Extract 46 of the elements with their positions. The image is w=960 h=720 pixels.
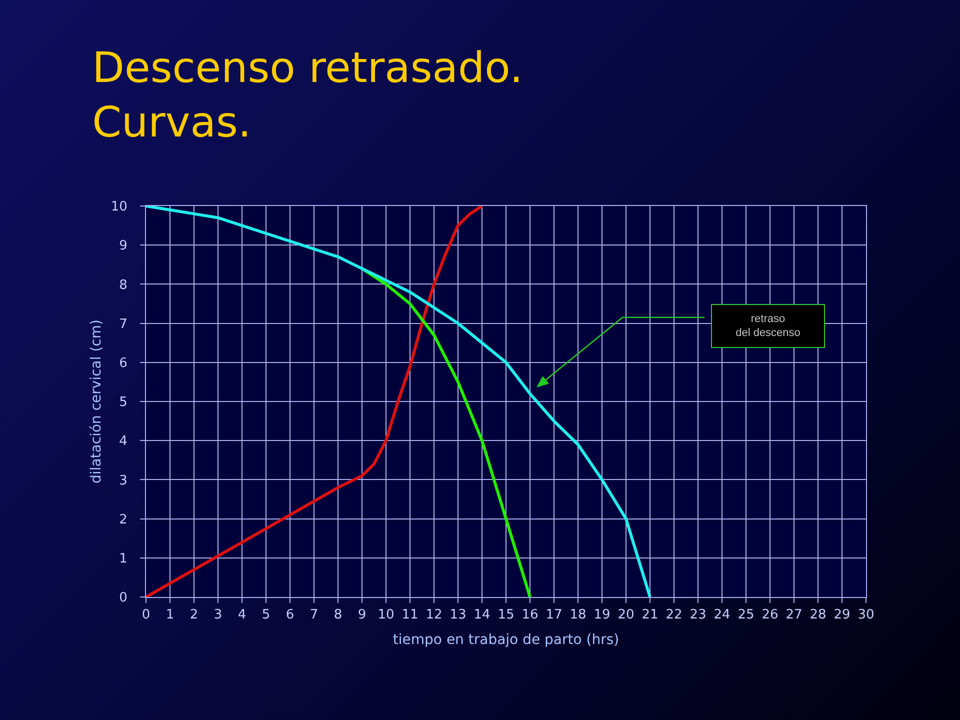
y-tick-label: 3 — [119, 473, 128, 488]
y-tick-label: 6 — [119, 356, 128, 371]
x-tick-label: 27 — [786, 608, 802, 623]
y-tick-label: 5 — [119, 395, 128, 410]
annotation: retraso del descenso — [736, 312, 800, 340]
x-tick-label: 12 — [426, 608, 442, 623]
x-tick-label: 26 — [762, 608, 778, 623]
x-tick-label: 13 — [450, 608, 466, 623]
y-axis-title: dilatación cervical (cm) — [88, 320, 104, 484]
y-tick-label: 9 — [119, 238, 128, 254]
x-tick-label: 15 — [498, 608, 514, 623]
x-tick-label: 8 — [334, 608, 342, 623]
x-tick-label: 20 — [618, 608, 634, 623]
y-tick-label: 4 — [119, 434, 128, 450]
x-tick-label: 22 — [666, 608, 682, 623]
y-tick-label: 1 — [119, 551, 128, 566]
x-tick-label: 7 — [310, 608, 318, 623]
x-tick-label: 6 — [286, 608, 294, 623]
x-tick-label: 1 — [166, 608, 174, 623]
x-tick-label: 11 — [402, 608, 418, 623]
x-tick-label: 29 — [834, 608, 850, 623]
x-tick-label: 2 — [190, 608, 198, 623]
y-tick-label: 0 — [119, 590, 128, 606]
chart-title: Descenso retrasado. Curvas. — [92, 43, 523, 147]
x-tick-label: 18 — [570, 608, 586, 623]
x-tick-label: 21 — [642, 608, 658, 623]
x-tick-label: 25 — [738, 608, 754, 623]
x-tick-label: 17 — [546, 608, 562, 623]
x-tick-label: 0 — [142, 608, 150, 623]
x-tick-label: 14 — [474, 608, 490, 623]
x-tick-label: 19 — [594, 608, 610, 623]
x-tick-label: 23 — [690, 608, 706, 623]
x-tick-label: 5 — [262, 608, 270, 623]
x-tick-label: 9 — [358, 608, 366, 623]
y-tick-label: 8 — [119, 278, 128, 293]
x-tick-label: 28 — [810, 608, 826, 623]
x-axis-title: tiempo en trabajo de parto (hrs) — [392, 632, 620, 648]
x-tick-label: 24 — [714, 608, 730, 623]
y-tick-label: 7 — [119, 316, 128, 332]
y-tick-label: 2 — [119, 512, 128, 528]
y-tick-label: 10 — [110, 200, 128, 215]
x-tick-label: 16 — [522, 608, 538, 623]
x-tick-label: 30 — [858, 608, 874, 623]
x-tick-label: 4 — [238, 608, 246, 623]
x-tick-label: 3 — [214, 608, 222, 623]
x-tick-label: 10 — [378, 608, 394, 623]
